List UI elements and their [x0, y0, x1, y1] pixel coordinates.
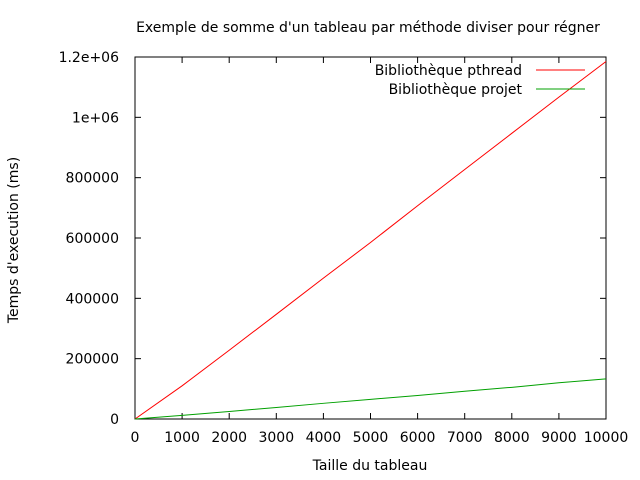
x-tick-label: 8000 — [494, 430, 530, 446]
y-tick-label: 600000 — [66, 231, 119, 247]
y-tick-label: 200000 — [66, 352, 119, 368]
x-tick-label: 4000 — [306, 430, 342, 446]
series-line-1 — [134, 61, 607, 420]
x-tick-label: 3000 — [258, 430, 294, 446]
legend-label-1: Bibliothèque pthread — [375, 63, 522, 79]
y-tick-label: 0 — [110, 412, 119, 428]
series-line-2 — [134, 378, 607, 420]
x-axis-label: Taille du tableau — [312, 458, 428, 474]
x-tick-label: 9000 — [541, 430, 577, 446]
x-tick-label: 6000 — [400, 430, 436, 446]
legend: Bibliothèque pthread Bibliothèque projet — [375, 63, 585, 98]
y-tick-label: 1e+06 — [72, 110, 119, 126]
x-tick-label: 10000 — [584, 430, 629, 446]
x-axis-ticks: 0 1000 2000 3000 4000 5000 6000 7000 8000 9000 100… — [131, 57, 629, 446]
y-tick-label: 400000 — [66, 291, 119, 307]
x-tick-label: 1000 — [164, 430, 200, 446]
series-lines — [134, 61, 607, 420]
x-tick-label: 0 — [131, 430, 140, 446]
x-tick-label: 5000 — [353, 430, 389, 446]
y-axis-ticks: 0 200000 400000 600000 800000 1e+06 1.2e+06 — [59, 50, 606, 428]
legend-label-2: Bibliothèque projet — [389, 82, 523, 98]
x-tick-label: 2000 — [211, 430, 247, 446]
y-tick-label: 800000 — [66, 171, 119, 187]
chart-title: Exemple de somme d'un tableau par méthod… — [136, 20, 600, 36]
x-tick-label: 7000 — [447, 430, 483, 446]
y-axis-label: Temps d'execution (ms) — [6, 157, 22, 324]
y-tick-label: 1.2e+06 — [59, 50, 120, 66]
